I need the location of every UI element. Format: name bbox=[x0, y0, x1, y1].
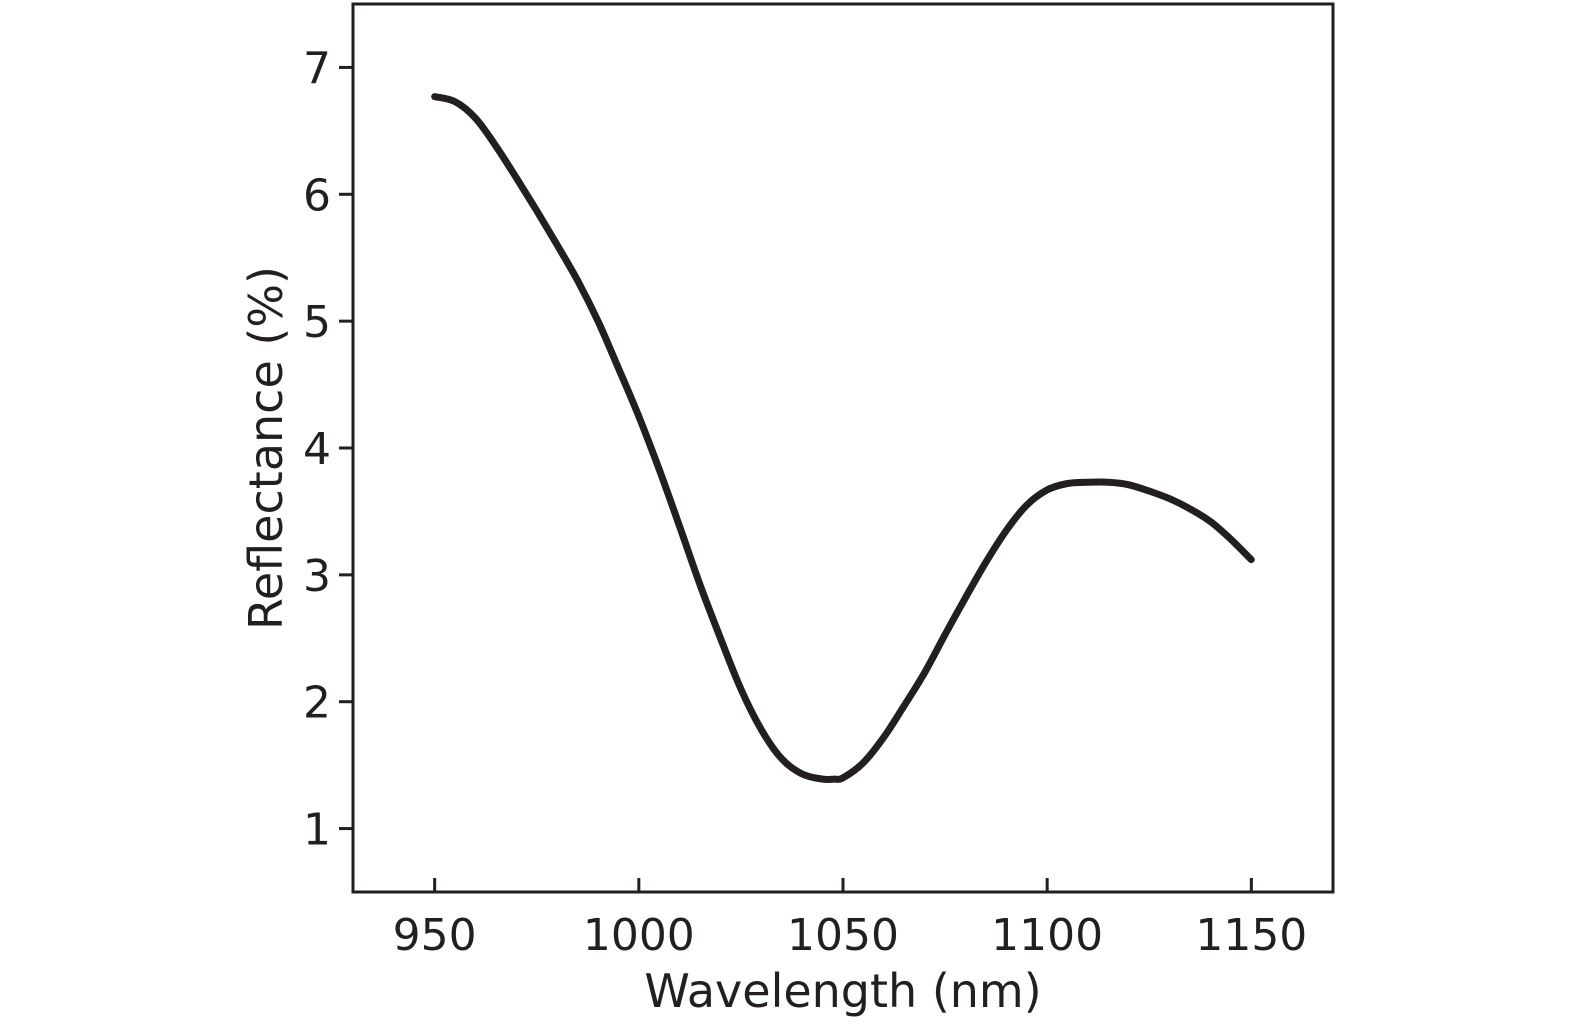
y-tick-label: 7 bbox=[303, 43, 331, 94]
x-axis-ticks: 950 1000 1050 1100 1150 bbox=[393, 878, 1307, 961]
reflectance-curve bbox=[431, 93, 1255, 784]
y-tick-label: 1 bbox=[303, 805, 331, 856]
x-tick-label: 1000 bbox=[583, 910, 695, 961]
y-tick-label: 5 bbox=[303, 297, 331, 348]
y-tick-label: 6 bbox=[303, 170, 331, 221]
x-tick-label: 1150 bbox=[1195, 910, 1307, 961]
x-tick-label: 1100 bbox=[991, 910, 1103, 961]
y-tick-label: 3 bbox=[303, 551, 331, 602]
plot-frame bbox=[351, 2, 1335, 894]
x-tick-label: 1050 bbox=[787, 910, 899, 961]
x-axis-label: Wavelength (nm) bbox=[644, 964, 1041, 1018]
y-axis-label: Reflectance (%) bbox=[239, 266, 293, 630]
x-tick-label: 950 bbox=[393, 910, 477, 961]
y-axis-ticks: 1 2 3 4 5 6 7 bbox=[303, 43, 353, 856]
y-tick-label: 4 bbox=[303, 424, 331, 475]
y-tick-label: 2 bbox=[303, 678, 331, 729]
